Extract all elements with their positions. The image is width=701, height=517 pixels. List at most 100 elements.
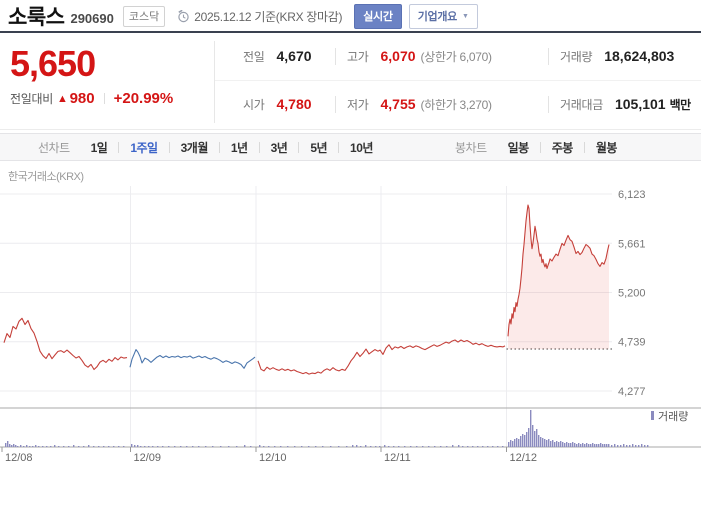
volume-bar <box>228 446 230 447</box>
volume-bar <box>98 446 100 447</box>
volume-bar <box>586 443 588 447</box>
stock-code: 290690 <box>70 10 114 26</box>
volume-bar <box>54 445 56 447</box>
prev-close-label: 전일 <box>243 50 265 64</box>
volume-bar <box>647 445 649 447</box>
candle-tab-2[interactable]: 주봉 <box>551 140 574 155</box>
volume-bar <box>626 445 628 447</box>
period-tab-2[interactable]: 1주일 <box>130 140 158 155</box>
volume-bar <box>446 446 448 447</box>
volume-bar <box>103 446 105 447</box>
volume-bar <box>497 446 499 447</box>
volume-bar <box>614 444 616 447</box>
volume-bar <box>538 435 540 447</box>
volume-bar <box>123 446 125 447</box>
volume-bar <box>13 444 15 447</box>
divider <box>218 141 220 153</box>
volume-bar <box>638 445 640 447</box>
volume-bar <box>632 444 634 447</box>
volume-bar <box>510 440 512 447</box>
candle-tab-1[interactable]: 일봉 <box>507 140 530 155</box>
current-price: 5,650 <box>10 43 96 84</box>
divider <box>583 141 585 153</box>
candle-chart-group-label: 봉차트 <box>455 140 487 155</box>
divider <box>118 141 120 153</box>
price-line-12/12 <box>507 204 610 337</box>
x-axis-label: 12/12 <box>510 452 538 464</box>
y-axis-label: 5,661 <box>618 238 646 250</box>
volume-bar <box>546 440 548 447</box>
data-source-label: 한국거래소(KRX) <box>8 171 84 183</box>
volume-value: 18,624,803 <box>604 48 675 64</box>
overview-button-label: 기업개요 <box>417 11 458 23</box>
volume-bar <box>598 444 600 447</box>
volume-bar <box>134 445 136 447</box>
volume-bar <box>144 446 146 447</box>
volume-bar <box>244 445 246 447</box>
period-tab-5[interactable]: 3년 <box>270 140 288 155</box>
volume-bar <box>534 431 536 447</box>
volume-bar <box>118 446 120 447</box>
volume-bar <box>287 446 289 447</box>
volume-bar <box>212 446 214 447</box>
overview-button[interactable]: 기업개요 ▼ <box>408 4 478 29</box>
period-tab-3[interactable]: 3개월 <box>180 140 209 155</box>
volume-bar <box>482 446 484 447</box>
volume-bar <box>379 446 381 447</box>
period-tab-7[interactable]: 10년 <box>350 140 373 155</box>
volume-bar <box>532 425 534 447</box>
volume-bar <box>78 446 80 447</box>
table-row: 전일 4,670 고가 6,070 (상한가 6,070) 거래량 18,624… <box>215 33 701 80</box>
upper-limit-note: (상한가 6,070) <box>420 50 492 64</box>
low-cell: 저가 4,755 (하한가 3,270) <box>335 96 548 113</box>
volume-bar <box>620 445 622 447</box>
realtime-button[interactable]: 실시간 <box>354 4 402 29</box>
price-area-fill <box>508 205 609 350</box>
volume-bar <box>611 445 613 447</box>
price-line-12/08 <box>3 317 128 371</box>
volume-bar <box>635 445 637 447</box>
period-tab-6[interactable]: 5년 <box>310 140 328 155</box>
volume-label: 거래량 <box>560 50 593 64</box>
volume-bar <box>572 442 574 447</box>
volume-bar <box>148 446 150 447</box>
volume-bar <box>11 445 13 447</box>
volume-bar <box>263 446 265 447</box>
open-value: 4,780 <box>276 96 312 112</box>
ohlc-table: 전일 4,670 고가 6,070 (상한가 6,070) 거래량 18,624… <box>215 33 701 128</box>
volume-bar <box>356 445 358 447</box>
volume-bar <box>137 445 139 447</box>
price-line-12/10-12/11 <box>257 339 506 375</box>
volume-bar <box>641 444 643 447</box>
volume-bar <box>250 446 252 447</box>
value-traded-cell: 거래대금 105,101 백만 <box>548 96 701 113</box>
x-axis-label: 12/09 <box>134 452 162 464</box>
volume-bar <box>558 442 560 447</box>
volume-bar <box>536 429 538 447</box>
volume-bar <box>592 443 594 447</box>
up-arrow-icon: ▲ <box>56 92 68 105</box>
volume-bar <box>308 446 310 447</box>
volume-bar <box>294 446 296 447</box>
period-tab-1[interactable]: 1일 <box>90 140 108 155</box>
clock-icon <box>177 10 190 23</box>
volume-bar <box>516 438 518 447</box>
high-label: 고가 <box>347 50 369 64</box>
volume-bar <box>7 441 9 447</box>
divider <box>298 141 300 153</box>
volume-bar <box>23 446 25 447</box>
volume-bar <box>604 444 606 447</box>
volume-bar <box>68 446 70 447</box>
low-label: 저가 <box>347 98 369 112</box>
candle-tab-3[interactable]: 월봉 <box>595 140 618 155</box>
table-row: 시가 4,780 저가 4,755 (하한가 3,270) 거래대금 105,1… <box>215 80 701 128</box>
volume-bar <box>562 442 564 447</box>
volume-bar <box>88 445 90 447</box>
price-line-12/09 <box>129 349 256 369</box>
volume-bar <box>108 446 110 447</box>
volume-bar <box>518 439 520 447</box>
period-tab-4[interactable]: 1년 <box>230 140 248 155</box>
volume-bar <box>428 446 430 447</box>
volume-bar <box>422 446 424 447</box>
volume-bar <box>50 446 52 447</box>
